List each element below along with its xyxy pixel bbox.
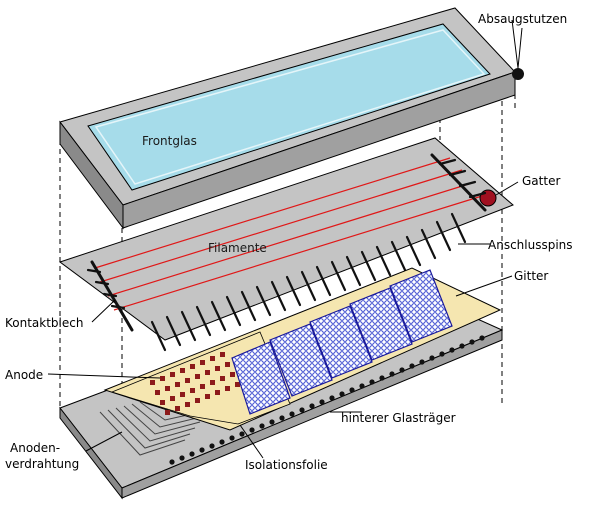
grid-panels xyxy=(231,269,453,415)
label-anode: Anode xyxy=(5,368,44,382)
label-absaugstutzen: Absaugstutzen xyxy=(478,12,568,26)
label-gatter: Gatter xyxy=(522,174,561,188)
label-anoden-line2: verdrahtung xyxy=(5,457,80,471)
label-anoden-line1: Anoden- xyxy=(10,441,61,455)
label-hinterer-glastraeger: hinterer Glasträger xyxy=(341,411,456,425)
label-anschlusspins: Anschlusspins xyxy=(488,238,573,252)
label-kontaktblech: Kontaktblech xyxy=(5,316,84,330)
carrier-pins xyxy=(169,335,485,465)
label-gitter: Gitter xyxy=(514,269,549,283)
label-frontglas: Frontglas xyxy=(142,134,197,148)
exhaust-nozzle xyxy=(512,68,524,80)
pins-right xyxy=(438,158,487,199)
pins-front xyxy=(150,212,467,352)
leader-lines xyxy=(47,27,523,459)
anode-dots xyxy=(150,352,240,415)
pins-left xyxy=(86,268,126,310)
label-filamente: Filamente xyxy=(208,241,267,255)
front-glass xyxy=(59,7,516,230)
filament-plate xyxy=(58,137,514,341)
anode-wiring xyxy=(99,401,211,456)
label-isolationsfolie: Isolationsfolie xyxy=(245,458,328,472)
getter xyxy=(479,189,497,207)
